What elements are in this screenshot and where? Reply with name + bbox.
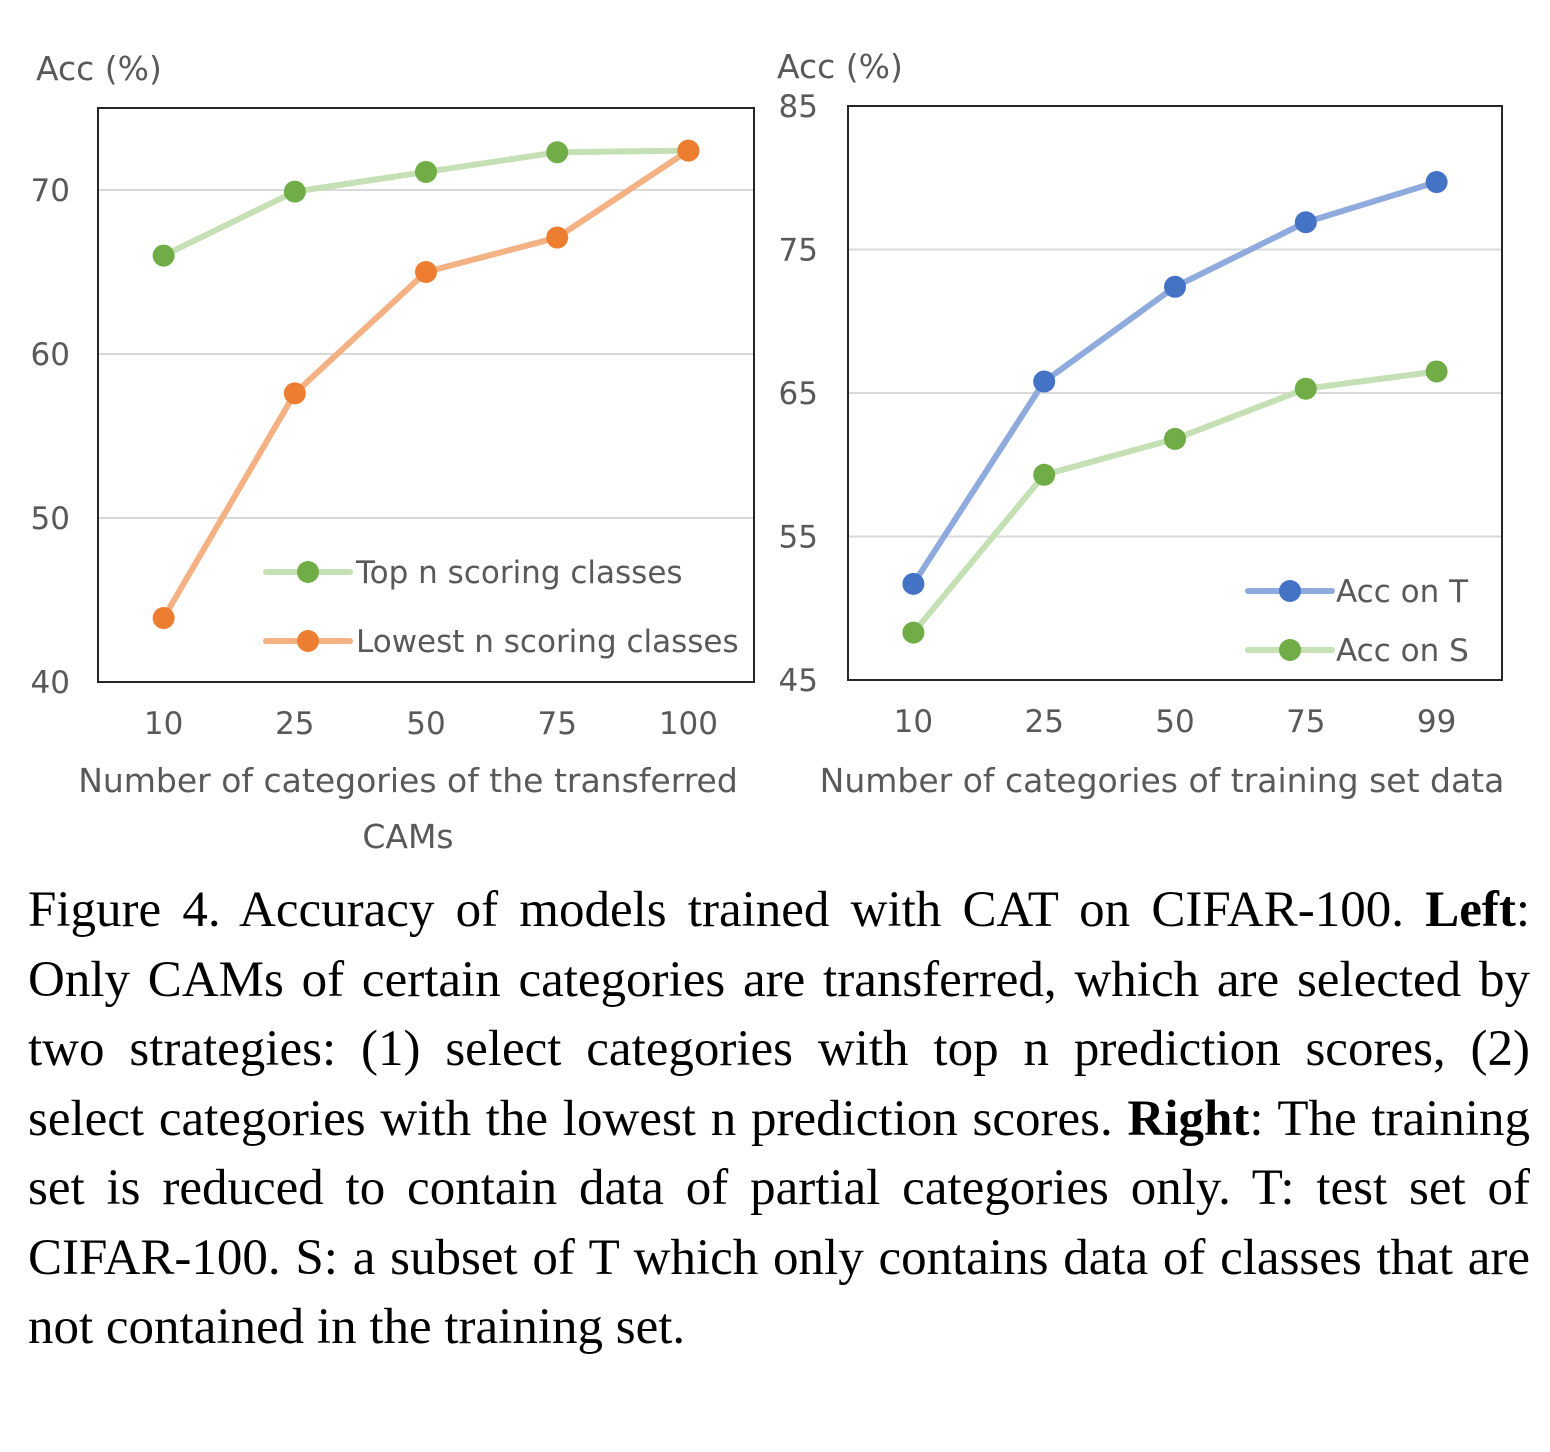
data-point [1164, 275, 1186, 298]
data-point [283, 382, 306, 405]
data-point [415, 160, 437, 183]
data-point [1425, 360, 1448, 383]
caption-left-text: : Only CAMs of certain categories are tr… [28, 882, 1531, 1147]
legend-marker [297, 630, 319, 652]
series-2-markers [902, 360, 1448, 644]
data-point [1033, 370, 1056, 393]
data-point [283, 180, 306, 203]
legend: Acc on T Acc on S [1245, 574, 1469, 669]
data-point [677, 139, 700, 162]
series-line [160, 147, 692, 622]
x-tick-label: 10 [894, 704, 933, 740]
y-tick-label: 45 [779, 663, 818, 699]
caption-left-label: Left [1425, 882, 1516, 938]
y-tick-label: 70 [31, 173, 70, 209]
series-1-markers [152, 139, 700, 267]
data-point [546, 141, 569, 164]
data-point [1294, 377, 1317, 400]
legend: Top n scoring classes Lowest n scoring cl… [263, 555, 739, 660]
caption-figure-label: Figure 4. [28, 882, 221, 938]
data-point [152, 244, 175, 267]
legend-marker [297, 561, 319, 583]
data-point [1164, 427, 1186, 450]
legend-label: Acc on S [1336, 633, 1469, 669]
x-axis-label: Number of categories of training set dat… [820, 761, 1505, 800]
x-tick-label: 10 [144, 706, 183, 742]
series-2-markers [152, 139, 700, 630]
x-tick-label: 50 [406, 706, 445, 742]
data-point [546, 226, 569, 249]
x-tick-label: 25 [275, 706, 314, 742]
y-tick-label: 60 [31, 337, 70, 373]
x-tick-label: 100 [659, 706, 718, 742]
x-axis-label: CAMs [362, 817, 453, 856]
legend-marker [1279, 580, 1301, 602]
y-axis-label: Acc (%) [36, 49, 162, 88]
y-axis-label: Acc (%) [777, 47, 903, 86]
plot-area-frame [97, 107, 755, 683]
y-tick-label: 55 [779, 520, 818, 556]
x-axis-label: Number of categories of the transferred [78, 761, 738, 800]
legend-marker [1279, 639, 1301, 661]
figure-caption: Figure 4. Accuracy of models trained wit… [28, 876, 1530, 1363]
data-point [902, 621, 925, 644]
y-tick-label: 50 [31, 501, 70, 537]
caption-right-text: : The training set is reduced to contain… [28, 1090, 1531, 1356]
chart-1: 40 50 60 70 Acc (%) 10 25 50 75 100 Number of cate… [31, 49, 755, 856]
data-point [415, 261, 437, 283]
figure-charts: 40 50 60 70 Acc (%) 10 25 50 75 100 Number of cate… [31, 47, 1505, 856]
caption-sentence-1: Accuracy of models trained with CAT on C… [239, 882, 1405, 938]
series-2 [160, 147, 692, 622]
x-tick-label: 75 [1286, 704, 1325, 740]
legend-label: Acc on T [1336, 574, 1469, 610]
y-tick-label: 65 [779, 376, 818, 412]
x-tick-label: 99 [1417, 704, 1456, 740]
y-tick-label: 85 [779, 89, 818, 125]
y-tick-label: 75 [779, 233, 818, 269]
data-point [152, 607, 175, 630]
series-1-markers [902, 171, 1448, 595]
plot-area-frame [847, 105, 1503, 681]
legend-label: Top n scoring classes [355, 555, 683, 591]
y-tick-label: 40 [31, 665, 70, 701]
data-point [1425, 171, 1448, 194]
legend-label: Lowest n scoring classes [356, 624, 739, 660]
data-point [902, 572, 925, 595]
x-tick-label: 75 [537, 706, 576, 742]
x-tick-label: 25 [1024, 704, 1063, 740]
data-point [1294, 211, 1317, 234]
data-point [1033, 463, 1056, 486]
x-tick-label: 50 [1155, 704, 1194, 740]
caption-right-label: Right [1127, 1090, 1250, 1147]
